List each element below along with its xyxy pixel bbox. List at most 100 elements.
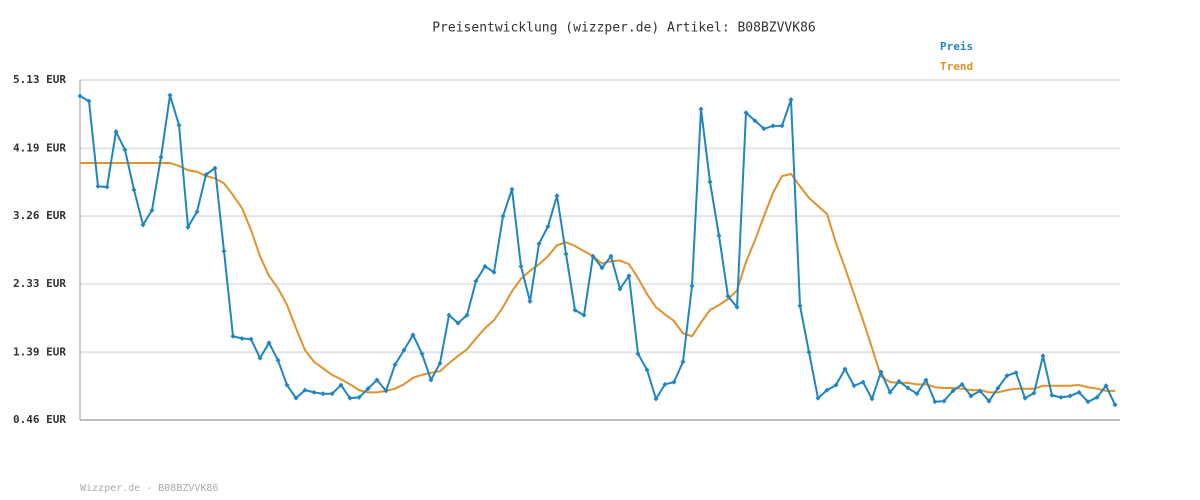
point: [653, 396, 659, 402]
point: [338, 382, 344, 388]
point: [842, 366, 848, 372]
point: [392, 362, 398, 368]
legend-label: Preis: [940, 40, 973, 53]
point: [257, 355, 263, 361]
point: [635, 351, 641, 357]
y-tick-label: 0.46 EUR: [13, 413, 66, 426]
point: [131, 187, 137, 193]
point: [1076, 389, 1082, 395]
point: [320, 391, 326, 397]
point: [1112, 402, 1118, 408]
point: [446, 312, 452, 318]
point: [86, 98, 92, 104]
point: [977, 388, 983, 394]
point: [968, 393, 974, 399]
point: [194, 209, 200, 215]
point: [536, 241, 542, 247]
point: [464, 312, 470, 318]
point: [995, 385, 1001, 391]
point: [644, 367, 650, 373]
point: [572, 307, 578, 313]
point: [869, 396, 875, 402]
point: [347, 395, 353, 401]
point: [203, 172, 209, 178]
point: [743, 110, 749, 116]
point: [1004, 373, 1010, 379]
point: [797, 303, 803, 309]
point: [248, 336, 254, 342]
line-0: [79, 95, 1116, 406]
point: [815, 395, 821, 401]
point: [698, 106, 704, 112]
point: [896, 378, 902, 384]
point: [590, 253, 596, 259]
point: [401, 347, 407, 353]
point: [554, 193, 560, 199]
point: [626, 273, 632, 279]
point: [95, 183, 101, 189]
point: [104, 184, 110, 190]
point: [914, 391, 920, 397]
point: [617, 286, 623, 292]
point: [482, 263, 488, 269]
point: [410, 332, 416, 338]
point: [266, 340, 272, 346]
point: [707, 179, 713, 185]
point: [158, 154, 164, 160]
point: [455, 320, 461, 326]
line-1: [80, 161, 1115, 394]
point: [860, 379, 866, 385]
point: [932, 399, 938, 405]
point: [518, 263, 524, 269]
point: [356, 394, 362, 400]
point: [833, 382, 839, 388]
y-tick-label: 2.33 EUR: [13, 277, 66, 290]
y-tick-label: 3.26 EUR: [13, 209, 66, 222]
point: [113, 129, 119, 135]
y-tick-label: 4.19 EUR: [13, 141, 66, 154]
point: [221, 248, 227, 254]
point: [509, 186, 515, 192]
point: [761, 126, 767, 132]
point: [176, 122, 182, 128]
footer: Wizzper.de - B08BZVVK86: [80, 483, 218, 494]
point: [563, 251, 569, 257]
point: [239, 335, 245, 341]
point: [374, 377, 380, 383]
point: [599, 265, 605, 271]
point: [329, 391, 335, 397]
point: [734, 304, 740, 310]
point: [905, 385, 911, 391]
point: [1094, 394, 1100, 400]
point: [284, 382, 290, 388]
chart-title: Preisentwicklung (wizzper.de) Artikel: B…: [432, 21, 816, 36]
point: [1067, 393, 1073, 399]
point: [941, 398, 947, 404]
point: [779, 123, 785, 129]
point: [1049, 392, 1055, 398]
point: [806, 349, 812, 355]
point: [212, 165, 218, 171]
point: [491, 269, 497, 275]
point: [275, 357, 281, 363]
y-tick-label: 1.39 EUR: [13, 345, 66, 358]
point: [383, 388, 389, 394]
point: [149, 207, 155, 213]
point: [923, 377, 929, 383]
point: [140, 222, 146, 228]
point: [230, 333, 236, 339]
point: [950, 388, 956, 394]
point: [959, 381, 965, 387]
point: [671, 379, 677, 385]
point: [1031, 390, 1037, 396]
point: [311, 389, 317, 395]
point: [851, 383, 857, 389]
point: [770, 123, 776, 129]
point: [1085, 399, 1091, 405]
point: [437, 360, 443, 366]
point: [887, 389, 893, 395]
point: [419, 351, 425, 357]
point: [428, 377, 434, 383]
point: [500, 213, 506, 219]
